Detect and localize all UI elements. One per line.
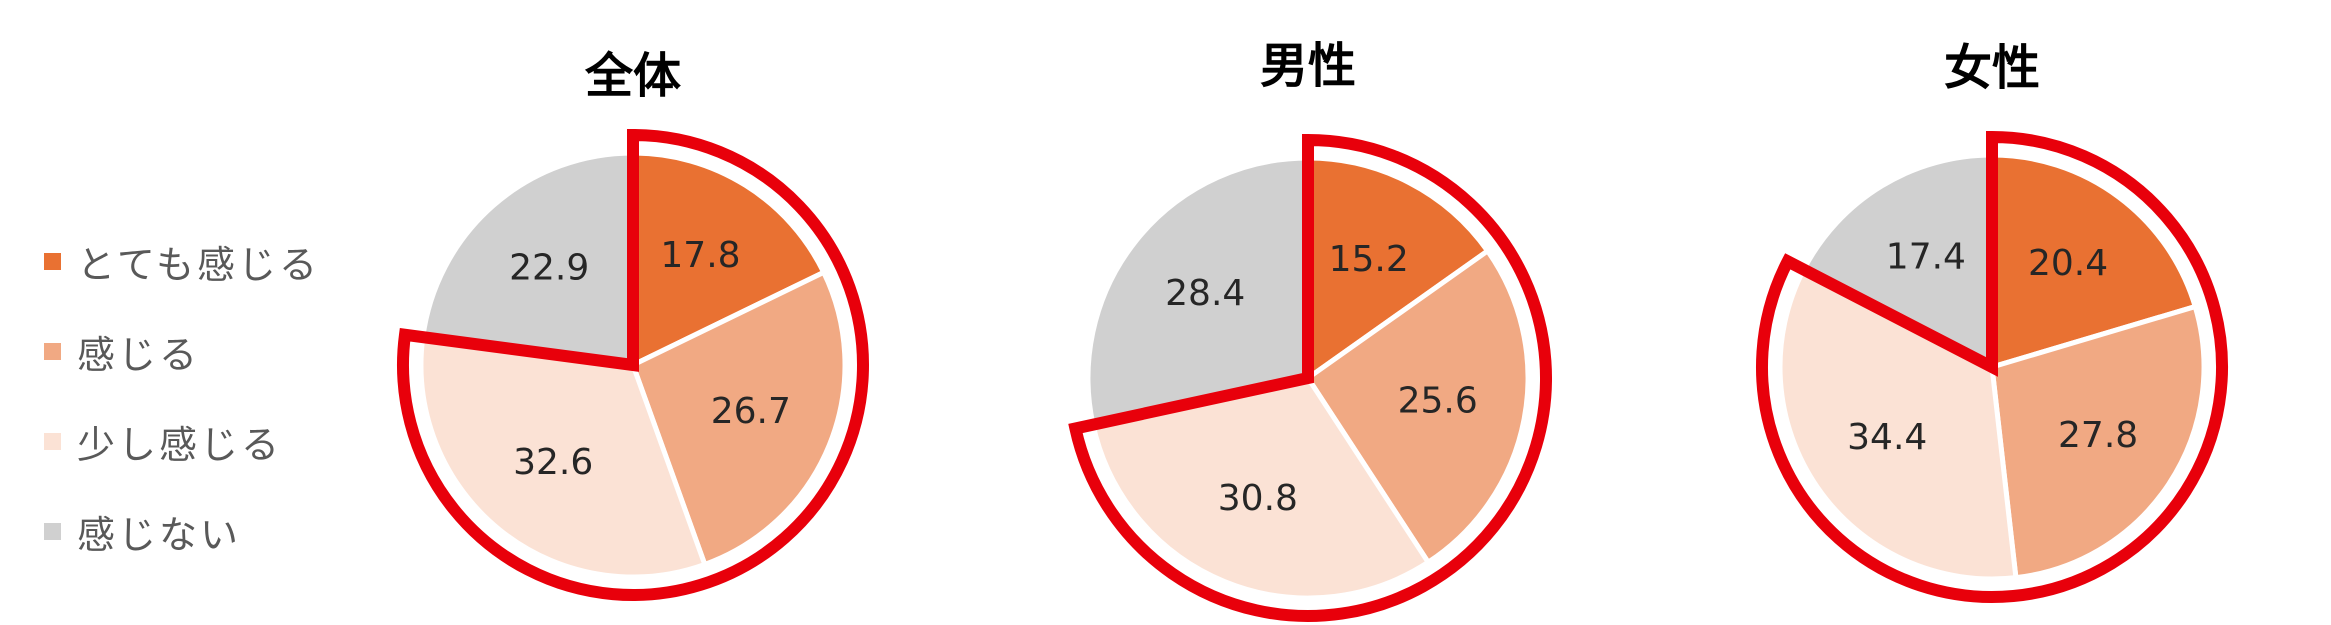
- slice-data-label: 17.4: [1886, 236, 1966, 277]
- chart-title: 男性: [1260, 38, 1356, 94]
- pie-chart: 男性 15.2 25.6 30.8 28.4: [1068, 38, 1552, 622]
- slice-data-label: 15.2: [1329, 239, 1409, 280]
- chart-title: 女性: [1944, 40, 2040, 96]
- slice-data-label: 28.4: [1165, 273, 1245, 314]
- slice-data-label: 27.8: [2058, 415, 2138, 456]
- legend-label: 感じない: [77, 512, 242, 557]
- slice-data-label: 17.8: [660, 235, 740, 276]
- slice-data-label: 30.8: [1218, 478, 1298, 519]
- pie-slice: [630, 150, 828, 369]
- pie-slice: [1090, 375, 1432, 601]
- pie-slice: [1989, 152, 2199, 371]
- pie-slice: [420, 150, 636, 368]
- legend-item-very: とても感じる: [44, 216, 320, 306]
- legend-item-feel: 感じる: [44, 306, 320, 396]
- pie-slice: [629, 268, 848, 568]
- pie-slice: [1989, 303, 2207, 581]
- legend-label: 感じる: [77, 332, 201, 377]
- highlight-outline: [1068, 133, 1552, 622]
- pie-slice: [418, 334, 709, 580]
- pie-chart: 全体 17.8 26.7 32.6 22.9: [397, 48, 869, 601]
- slice-data-label: 26.7: [711, 391, 791, 432]
- highlight-outline: [1756, 130, 2228, 603]
- pie-slice: [1304, 247, 1531, 566]
- slice-data-label: 20.4: [2028, 243, 2108, 284]
- legend-label: とても感じる: [77, 242, 320, 287]
- chart-title: 全体: [584, 48, 681, 104]
- legend: とても感じる 感じる 少し感じる 感じない: [44, 216, 320, 576]
- legend-swatch: [44, 252, 61, 270]
- pie-slice: [1305, 155, 1492, 383]
- pie-slice: [1777, 266, 2019, 582]
- pie-chart: 女性 20.4 27.8 34.4 17.4: [1756, 40, 2228, 603]
- legend-label: 少し感じる: [77, 422, 283, 467]
- slice-data-label: 32.6: [513, 442, 593, 483]
- pie-slice: [1085, 155, 1311, 428]
- pie-slice: [1800, 152, 1995, 372]
- legend-item-slightly: 少し感じる: [44, 396, 320, 486]
- legend-item-not: 感じない: [44, 486, 320, 576]
- legend-swatch: [44, 342, 61, 360]
- slice-data-label: 25.6: [1398, 381, 1478, 422]
- highlight-outline: [397, 128, 869, 601]
- legend-swatch: [44, 522, 61, 540]
- slice-data-label: 22.9: [509, 247, 589, 288]
- slice-data-label: 34.4: [1847, 417, 1927, 458]
- legend-swatch: [44, 432, 61, 450]
